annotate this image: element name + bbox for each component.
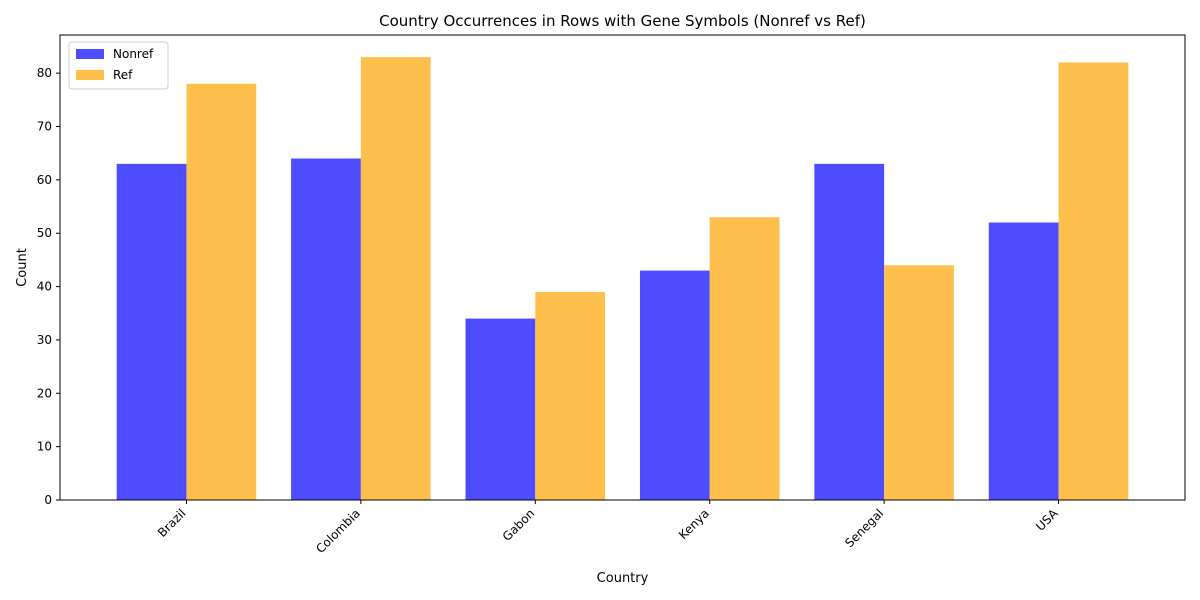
bars-layer [116, 57, 1129, 501]
y-tick-label: 10 [37, 440, 52, 454]
bar-ref-usa [1058, 62, 1129, 500]
bar-nonref-usa [988, 222, 1059, 500]
y-tick-label: 50 [37, 226, 52, 240]
chart-title: Country Occurrences in Rows with Gene Sy… [379, 12, 866, 30]
legend-label-ref: Ref [113, 68, 133, 82]
bar-nonref-gabon [465, 318, 536, 500]
legend-swatch-ref [76, 70, 104, 80]
y-tick-label: 20 [37, 386, 52, 400]
y-tick-label: 70 [37, 120, 52, 134]
plot-frame [59, 34, 1186, 501]
y-tick-label: 80 [37, 66, 52, 80]
bar-ref-brazil [186, 83, 257, 501]
y-axis-label: Count [15, 248, 30, 287]
bar-ref-gabon [535, 291, 606, 500]
bar-nonref-kenya [639, 270, 710, 500]
y-tick-label: 0 [44, 493, 52, 507]
bar-nonref-colombia [291, 158, 361, 501]
legend: Nonref Ref [68, 41, 169, 90]
bar-nonref-senegal [814, 163, 885, 501]
y-tick-label: 40 [37, 280, 52, 294]
x-axis-label: Country [597, 571, 649, 586]
y-tick-label: 30 [37, 333, 52, 347]
legend-label-nonref: Nonref [113, 47, 154, 61]
y-axis-ticks: 0 10 20 30 40 50 60 70 80 [37, 66, 60, 507]
y-tick-label: 60 [37, 173, 52, 187]
bar-ref-kenya [709, 217, 780, 500]
bar-ref-colombia [360, 57, 431, 501]
legend-swatch-nonref [76, 49, 104, 59]
bar-ref-senegal [884, 265, 954, 500]
bar-nonref-brazil [116, 163, 187, 501]
